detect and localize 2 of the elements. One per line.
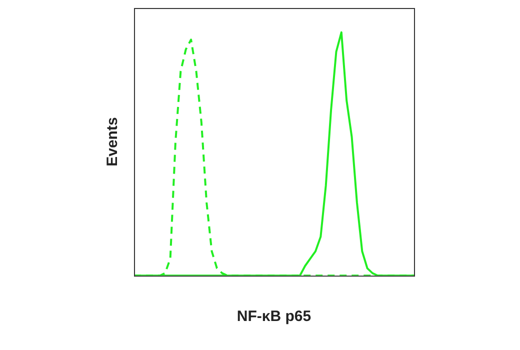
x-axis-title: NF-κB p65 [236,308,312,326]
y-axis-title: Events [104,117,122,166]
